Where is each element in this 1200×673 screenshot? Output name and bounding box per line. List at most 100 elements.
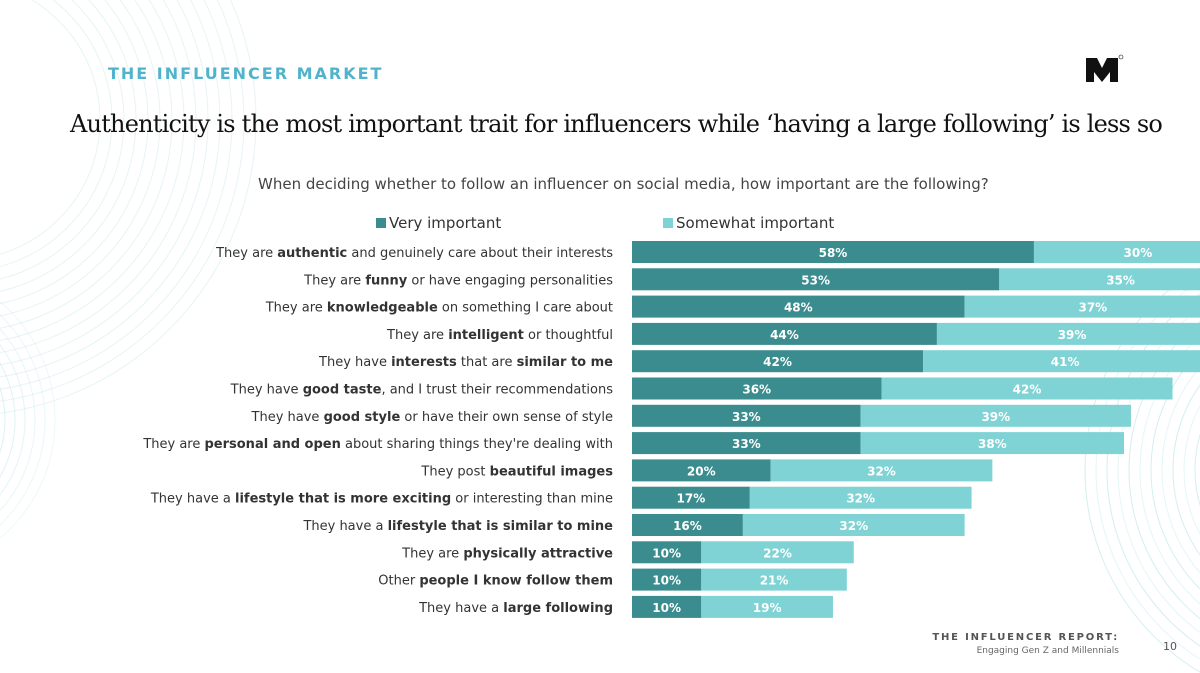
bar-somewhat-important — [860, 432, 1125, 455]
category-label-part: knowledgeable — [327, 301, 438, 316]
data-label: 36% — [742, 383, 771, 397]
category-label: They have good style or have their own s… — [251, 410, 613, 425]
contour-line — [0, 300, 56, 540]
contour-line — [0, 0, 197, 354]
category-label-part: They have — [230, 383, 303, 398]
contour-line — [0, 0, 173, 329]
m-logo-icon — [1086, 54, 1124, 82]
contour-line — [0, 0, 161, 317]
category-label: They have good taste, and I trust their … — [230, 383, 614, 398]
bar-somewhat-important — [923, 350, 1200, 373]
bar-very-important — [632, 514, 743, 536]
category-label-part: physically attractive — [463, 546, 613, 561]
contour-line — [1194, 433, 1200, 507]
category-label-part: people I know follow them — [419, 574, 613, 589]
bar-somewhat-important — [1033, 241, 1200, 263]
bar-somewhat-important — [701, 541, 854, 564]
bar-very-important — [632, 459, 771, 482]
data-label: 22% — [763, 546, 792, 560]
bar-somewhat-important — [881, 377, 1173, 400]
contour-line — [0, 328, 36, 512]
data-label: 35% — [1106, 273, 1135, 287]
contour-line — [1161, 366, 1200, 574]
category-label: They are intelligent or thoughtful — [386, 328, 613, 343]
bar-very-important — [632, 241, 1034, 263]
category-label-part: They are — [265, 301, 327, 316]
category-label-part: or have engaging personalities — [407, 273, 613, 288]
bar-very-important — [632, 350, 924, 373]
category-label-part: or interesting than mine — [451, 492, 613, 507]
bar-very-important — [632, 595, 702, 618]
category-label-part: They are — [303, 273, 365, 288]
bar-somewhat-important — [964, 295, 1200, 318]
category-label: They have a lifestyle that is similar to… — [302, 519, 613, 534]
legend-label: Somewhat important — [676, 214, 835, 232]
category-label-part: They have a — [150, 492, 235, 507]
legend-label: Very important — [389, 214, 502, 232]
bar-very-important — [632, 268, 1000, 291]
footer-report-title: THE INFLUENCER REPORT: — [932, 632, 1119, 643]
data-label: 33% — [732, 437, 761, 451]
category-label-part: They have — [251, 410, 324, 425]
bar-very-important — [632, 568, 702, 591]
bar-somewhat-important — [999, 268, 1200, 291]
category-label: They are knowledgeable on something I ca… — [265, 301, 613, 316]
legend-swatch-somewhat — [663, 218, 673, 228]
contour-line — [0, 386, 6, 454]
category-label-part: beautiful images — [490, 464, 614, 479]
category-label-part: They are — [215, 246, 277, 261]
category-label-part: intelligent — [448, 328, 524, 343]
section-label: THE INFLUENCER MARKET — [108, 64, 384, 83]
contour-line — [0, 0, 113, 268]
category-label-part: or thoughtful — [524, 328, 613, 343]
category-label-part: about sharing things they're dealing wit… — [341, 437, 613, 452]
chart-title: When deciding whether to follow an influ… — [258, 175, 989, 193]
data-label: 17% — [677, 492, 706, 506]
category-label: They are physically attractive — [401, 546, 613, 561]
category-label-part: and genuinely care about their interests — [347, 246, 613, 261]
category-label-part: authentic — [277, 246, 347, 261]
contour-line — [0, 0, 257, 414]
bar-somewhat-important — [770, 459, 993, 482]
bar-very-important — [632, 541, 702, 564]
data-label: 19% — [753, 601, 782, 615]
bar-very-important — [632, 322, 937, 345]
data-label: 58% — [819, 246, 848, 260]
bar-very-important — [632, 404, 861, 427]
category-label-part: They are — [386, 328, 448, 343]
data-label: 38% — [978, 437, 1007, 451]
data-label: 39% — [981, 410, 1010, 424]
category-label-part: Other — [378, 574, 419, 589]
contour-line — [1095, 280, 1200, 660]
contour-line — [0, 0, 125, 280]
category-label: They post beautiful images — [420, 464, 613, 479]
category-label: Other people I know follow them — [378, 574, 613, 589]
page-number: 10 — [1163, 640, 1177, 653]
data-label: 37% — [1078, 301, 1107, 315]
category-label-part: or have their own sense of style — [400, 410, 613, 425]
contour-line — [1183, 405, 1200, 535]
headline: Authenticity is the most important trait… — [70, 110, 1163, 138]
contour-line — [0, 0, 137, 292]
data-label: 39% — [1058, 328, 1087, 342]
data-label: 21% — [760, 574, 789, 588]
category-label: They have a lifestyle that is more excit… — [150, 492, 613, 507]
contour-line — [1150, 350, 1200, 590]
category-label-part: good taste — [303, 383, 382, 398]
data-label: 10% — [652, 601, 681, 615]
category-label-part: They have a — [418, 601, 503, 616]
contour-line — [0, 362, 16, 478]
category-label-part: They are — [142, 437, 204, 452]
contour-line — [1117, 306, 1200, 634]
bar-somewhat-important — [701, 568, 847, 591]
category-label-part: funny — [365, 273, 407, 288]
data-label: 48% — [784, 301, 813, 315]
contour-line — [0, 344, 26, 496]
category-label-part: lifestyle that is more exciting — [235, 492, 451, 507]
category-label-part: that are — [457, 355, 517, 370]
category-label-part: good style — [324, 410, 401, 425]
data-label: 42% — [763, 355, 792, 369]
contour-line — [1084, 267, 1200, 673]
